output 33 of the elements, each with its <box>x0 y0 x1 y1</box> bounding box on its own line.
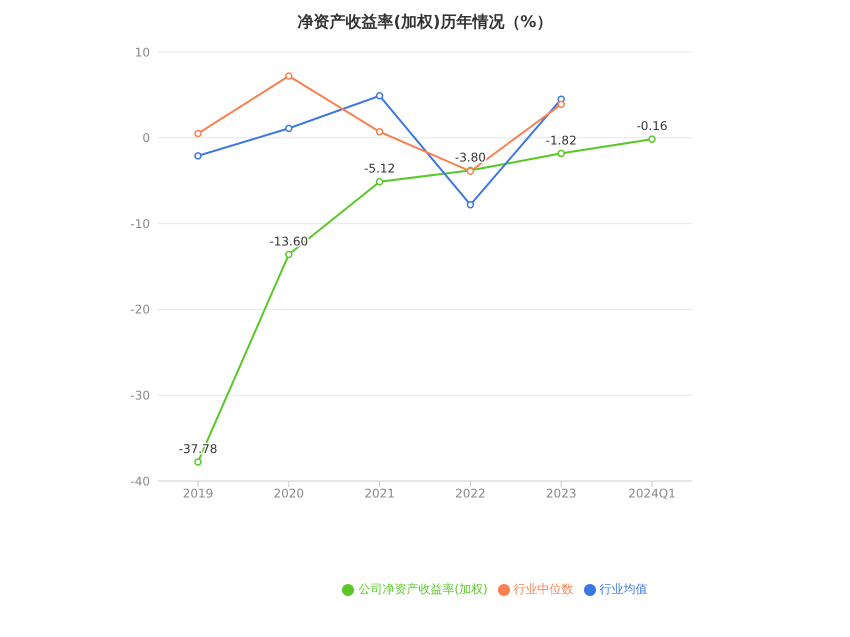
point <box>285 124 293 132</box>
point <box>648 135 656 143</box>
x-tick-label: 2019 <box>182 486 214 501</box>
x-tick-label: 2023 <box>546 486 576 501</box>
x-tick-label: 2020 <box>274 486 304 501</box>
data-label: -3.80 <box>454 150 486 164</box>
data-label: -1.82 <box>546 133 577 148</box>
y-tick-label: 10 <box>134 45 150 60</box>
point <box>194 130 202 138</box>
legend-label: 行业中位数 <box>514 582 574 596</box>
y-tick-label: -40 <box>130 474 150 488</box>
y-tick-label: -30 <box>130 388 150 402</box>
point <box>557 100 565 108</box>
chart-title: 净资产收益率(加权)历年情况（%） <box>296 12 554 33</box>
point <box>285 72 293 80</box>
point <box>466 200 474 208</box>
y-tick-label: 0 <box>142 131 150 146</box>
legend-label: 行业均值 <box>600 582 648 596</box>
point <box>194 458 202 466</box>
point <box>376 92 384 100</box>
x-tick-label: 2022 <box>455 486 486 501</box>
data-label: -5.12 <box>364 162 396 176</box>
y-tick-label: -10 <box>130 216 150 231</box>
point <box>376 128 384 136</box>
point <box>376 178 384 186</box>
y-tick-label: -20 <box>130 302 150 317</box>
data-label: -0.16 <box>636 119 668 134</box>
legend-label: 公司净资产收益率(加权) <box>358 582 488 596</box>
point <box>285 250 293 258</box>
x-tick-label: 2024Q1 <box>628 486 676 501</box>
point <box>194 152 202 160</box>
x-tick-label: 2021 <box>364 486 395 501</box>
point <box>557 150 565 158</box>
